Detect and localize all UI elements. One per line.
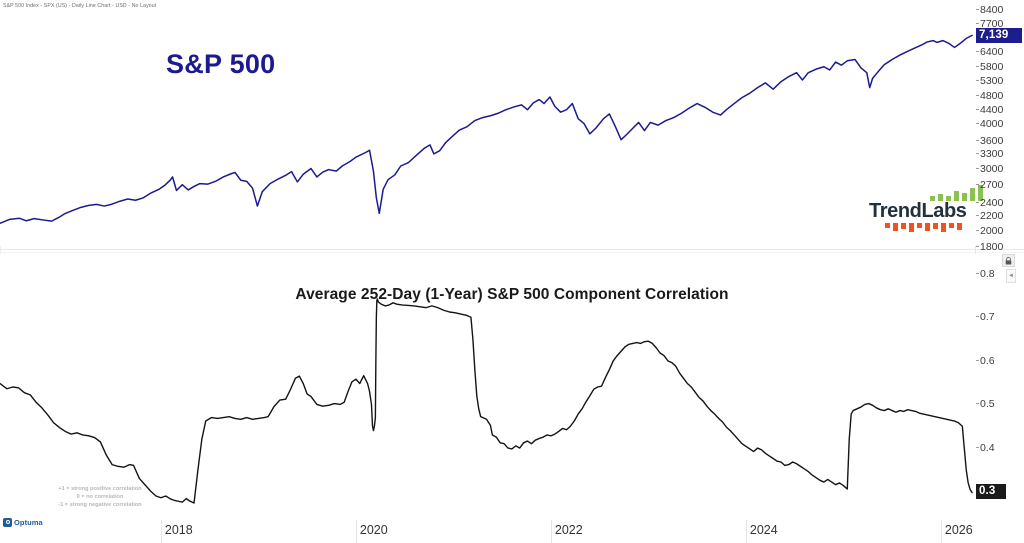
price-axis-tick: 5800 [975,61,1024,73]
price-axis-tick: 2000 [975,225,1024,237]
optuma-mark-icon [3,517,12,527]
collapse-panel-button[interactable]: ◄ [1006,269,1016,283]
optuma-logo: Optuma [3,515,65,529]
sp500-price-line [0,34,973,225]
correlation-panel-title: Average 252-Day (1-Year) S&P 500 Compone… [295,286,729,303]
price-axis-tick: 3300 [975,148,1024,160]
price-panel[interactable]: S&P 500 [0,11,1024,246]
trendlabs-watermark: TrendLabs [869,184,987,234]
correlation-axis-tick: 0.7 [975,311,1024,323]
price-axis-tick: 7700 [975,18,1024,30]
correlation-line [0,298,973,504]
price-axis-tick: 5300 [975,75,1024,87]
watermark-dots-icon [885,223,969,232]
price-axis-tick: 8400 [975,4,1024,16]
legend-line-negative: -1 = strong negative correlation [58,502,142,509]
legend-line-zero: 0 = no correlation [76,494,124,501]
watermark-bars-icon [930,185,986,201]
chart-frame: S&P 500 Average 252-Day (1-Year) S&P 500… [0,4,1024,543]
window-caption: S&P 500 Index - SPX (US) - Daily Line Ch… [3,2,157,9]
price-axis-tick: 3000 [975,163,1024,175]
correlation-value-badge: 0.3 [976,484,1006,500]
price-axis-tick: 2400 [975,197,1024,209]
price-axis-tick: 1800 [975,241,1024,253]
lock-glyph [1005,256,1012,264]
price-axis-tick: 6400 [975,46,1024,58]
optuma-wordmark: Optuma [14,517,43,527]
correlation-axis-tick: 0.8 [975,268,1024,280]
watermark-text: TrendLabs [869,200,967,222]
sp500-annotation-label: S&P 500 [166,49,276,79]
y-axis[interactable]: 8400 7700 6400 5800 5300 4800 4400 4000 3600 3300… [975,4,1024,520]
price-axis-tick: 2200 [975,210,1024,222]
price-axis-tick: 3600 [975,135,1024,147]
correlation-axis-tick: 0.5 [975,398,1024,410]
correlation-axis-tick: 0.6 [975,355,1024,367]
price-axis-tick: 4400 [975,104,1024,116]
price-axis-tick: 4000 [975,118,1024,130]
legend-line-positive: +1 = strong positive correlation [58,486,142,492]
correlation-legend: +1 = strong positive correlation 0 = no … [10,485,190,510]
correlation-axis-tick: 0.4 [975,442,1024,454]
price-axis-tick: 2700 [975,179,1024,191]
panel-divider [0,249,1024,250]
correlation-panel[interactable] [0,254,1024,520]
lock-icon[interactable] [1002,254,1015,267]
panel-divider-secondary [0,252,1024,253]
price-value-badge: 7,139 [976,27,1022,43]
price-axis-tick: 4800 [975,90,1024,102]
